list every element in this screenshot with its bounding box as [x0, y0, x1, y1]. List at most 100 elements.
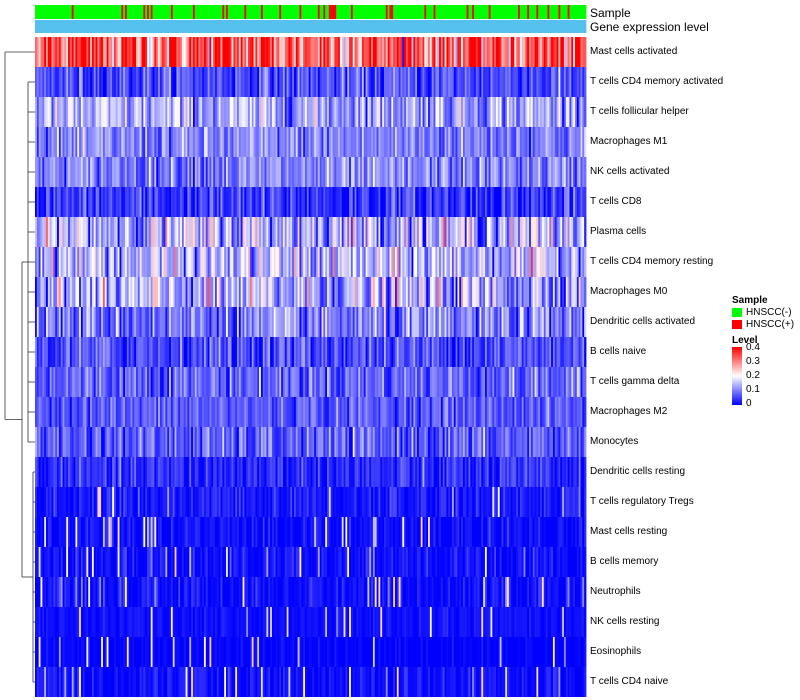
heatmap-cell [97, 127, 100, 157]
heatmap-cell [95, 307, 98, 337]
heatmap-cell [229, 487, 232, 517]
heatmap-cell [574, 157, 578, 187]
heatmap-cell [440, 337, 444, 367]
heatmap-cell [431, 97, 434, 127]
heatmap-cell [492, 127, 495, 157]
heatmap-cell [549, 187, 552, 217]
heatmap-cell [420, 97, 423, 127]
heatmap-cell [437, 247, 440, 277]
heatmap-cell [338, 97, 341, 127]
heatmap-cell [455, 97, 458, 127]
heatmap-cell [150, 217, 153, 247]
heatmap-cell [538, 427, 541, 457]
heatmap-cell [519, 457, 523, 487]
heatmap-cell [292, 367, 295, 397]
heatmap-cell [549, 397, 552, 427]
heatmap-cell [268, 427, 271, 457]
heatmap-cell [86, 367, 89, 397]
heatmap-cell [192, 367, 196, 397]
heatmap-cell [113, 277, 117, 307]
heatmap-cell [354, 367, 357, 397]
heatmap-cell [435, 127, 438, 157]
heatmap-cell [180, 217, 183, 247]
heatmap-cell [99, 217, 102, 247]
sample-cell [301, 5, 304, 19]
heatmap-cell [503, 457, 506, 487]
heatmap-cell [106, 367, 109, 397]
heatmap-cell [93, 247, 97, 277]
heatmap-cell [132, 277, 135, 307]
heatmap-cell [446, 127, 449, 157]
heatmap-cell [512, 127, 515, 157]
heatmap-cell [301, 487, 304, 517]
heatmap-cell [297, 127, 300, 157]
heatmap-cell [161, 427, 164, 457]
heatmap-cell [176, 97, 179, 127]
heatmap-cell [249, 247, 253, 277]
heatmap-cell [134, 67, 137, 97]
heatmap-cell [569, 37, 572, 67]
heatmap-cell [332, 67, 335, 97]
heatmap-cell [382, 277, 385, 307]
heatmap-cell [332, 427, 335, 457]
heatmap-cell [497, 307, 501, 337]
sample-cell [556, 5, 559, 19]
heatmap-cell [360, 337, 363, 367]
heatmap-cell [486, 67, 490, 97]
heatmap-cell [297, 217, 300, 247]
heatmap-cell [372, 247, 376, 277]
heatmap-cell [268, 157, 271, 187]
heatmap-cell [336, 427, 339, 457]
heatmap-cell [418, 127, 422, 157]
heatmap-cell [104, 127, 108, 157]
heatmap-cell [80, 337, 84, 367]
heatmap-cell [538, 277, 541, 307]
heatmap-cell [246, 157, 249, 187]
heatmap-cell [163, 97, 166, 127]
heatmap-cell [468, 97, 471, 127]
heatmap-cell [433, 217, 436, 247]
heatmap-cell [420, 217, 423, 247]
heatmap-cell [55, 67, 58, 97]
heatmap-cell [279, 217, 282, 247]
heatmap-cell [336, 97, 339, 127]
heatmap-cell [308, 307, 311, 337]
heatmap-cell [75, 97, 78, 127]
heatmap-cell [317, 457, 321, 487]
heatmap-cell [543, 157, 546, 187]
heatmap-cell [137, 397, 141, 427]
heatmap-cell [295, 457, 299, 487]
heatmap-cell [319, 337, 322, 367]
heatmap-cell [238, 337, 242, 367]
heatmap-cell [134, 367, 137, 397]
heatmap-cell [349, 247, 352, 277]
heatmap-cell [383, 67, 387, 97]
heatmap-cell [200, 127, 203, 157]
sample-cell [139, 5, 142, 19]
heatmap-cell [101, 97, 104, 127]
heatmap-cell [262, 217, 265, 247]
heatmap-cell [163, 457, 166, 487]
heatmap-cell [270, 217, 273, 247]
heatmap-cell [95, 427, 98, 457]
heatmap-cell [36, 397, 40, 427]
heatmap-cell [565, 277, 569, 307]
heatmap-cell [218, 187, 221, 217]
heatmap-cell [40, 427, 43, 457]
heatmap-cell [165, 37, 168, 67]
heatmap-cell [336, 187, 339, 217]
heatmap-cell [543, 367, 546, 397]
sample-cell [77, 5, 80, 19]
heatmap-cell [376, 67, 379, 97]
heatmap-cell [159, 277, 163, 307]
heatmap-cell [284, 97, 288, 127]
heatmap-cell [84, 187, 87, 217]
heatmap-cell [428, 97, 431, 127]
heatmap-cell [227, 427, 231, 457]
sample-cell [268, 5, 271, 19]
heatmap-cell [343, 247, 346, 277]
heatmap-cell [540, 67, 543, 97]
heatmap-cell [562, 187, 565, 217]
heatmap-cell [479, 337, 482, 367]
